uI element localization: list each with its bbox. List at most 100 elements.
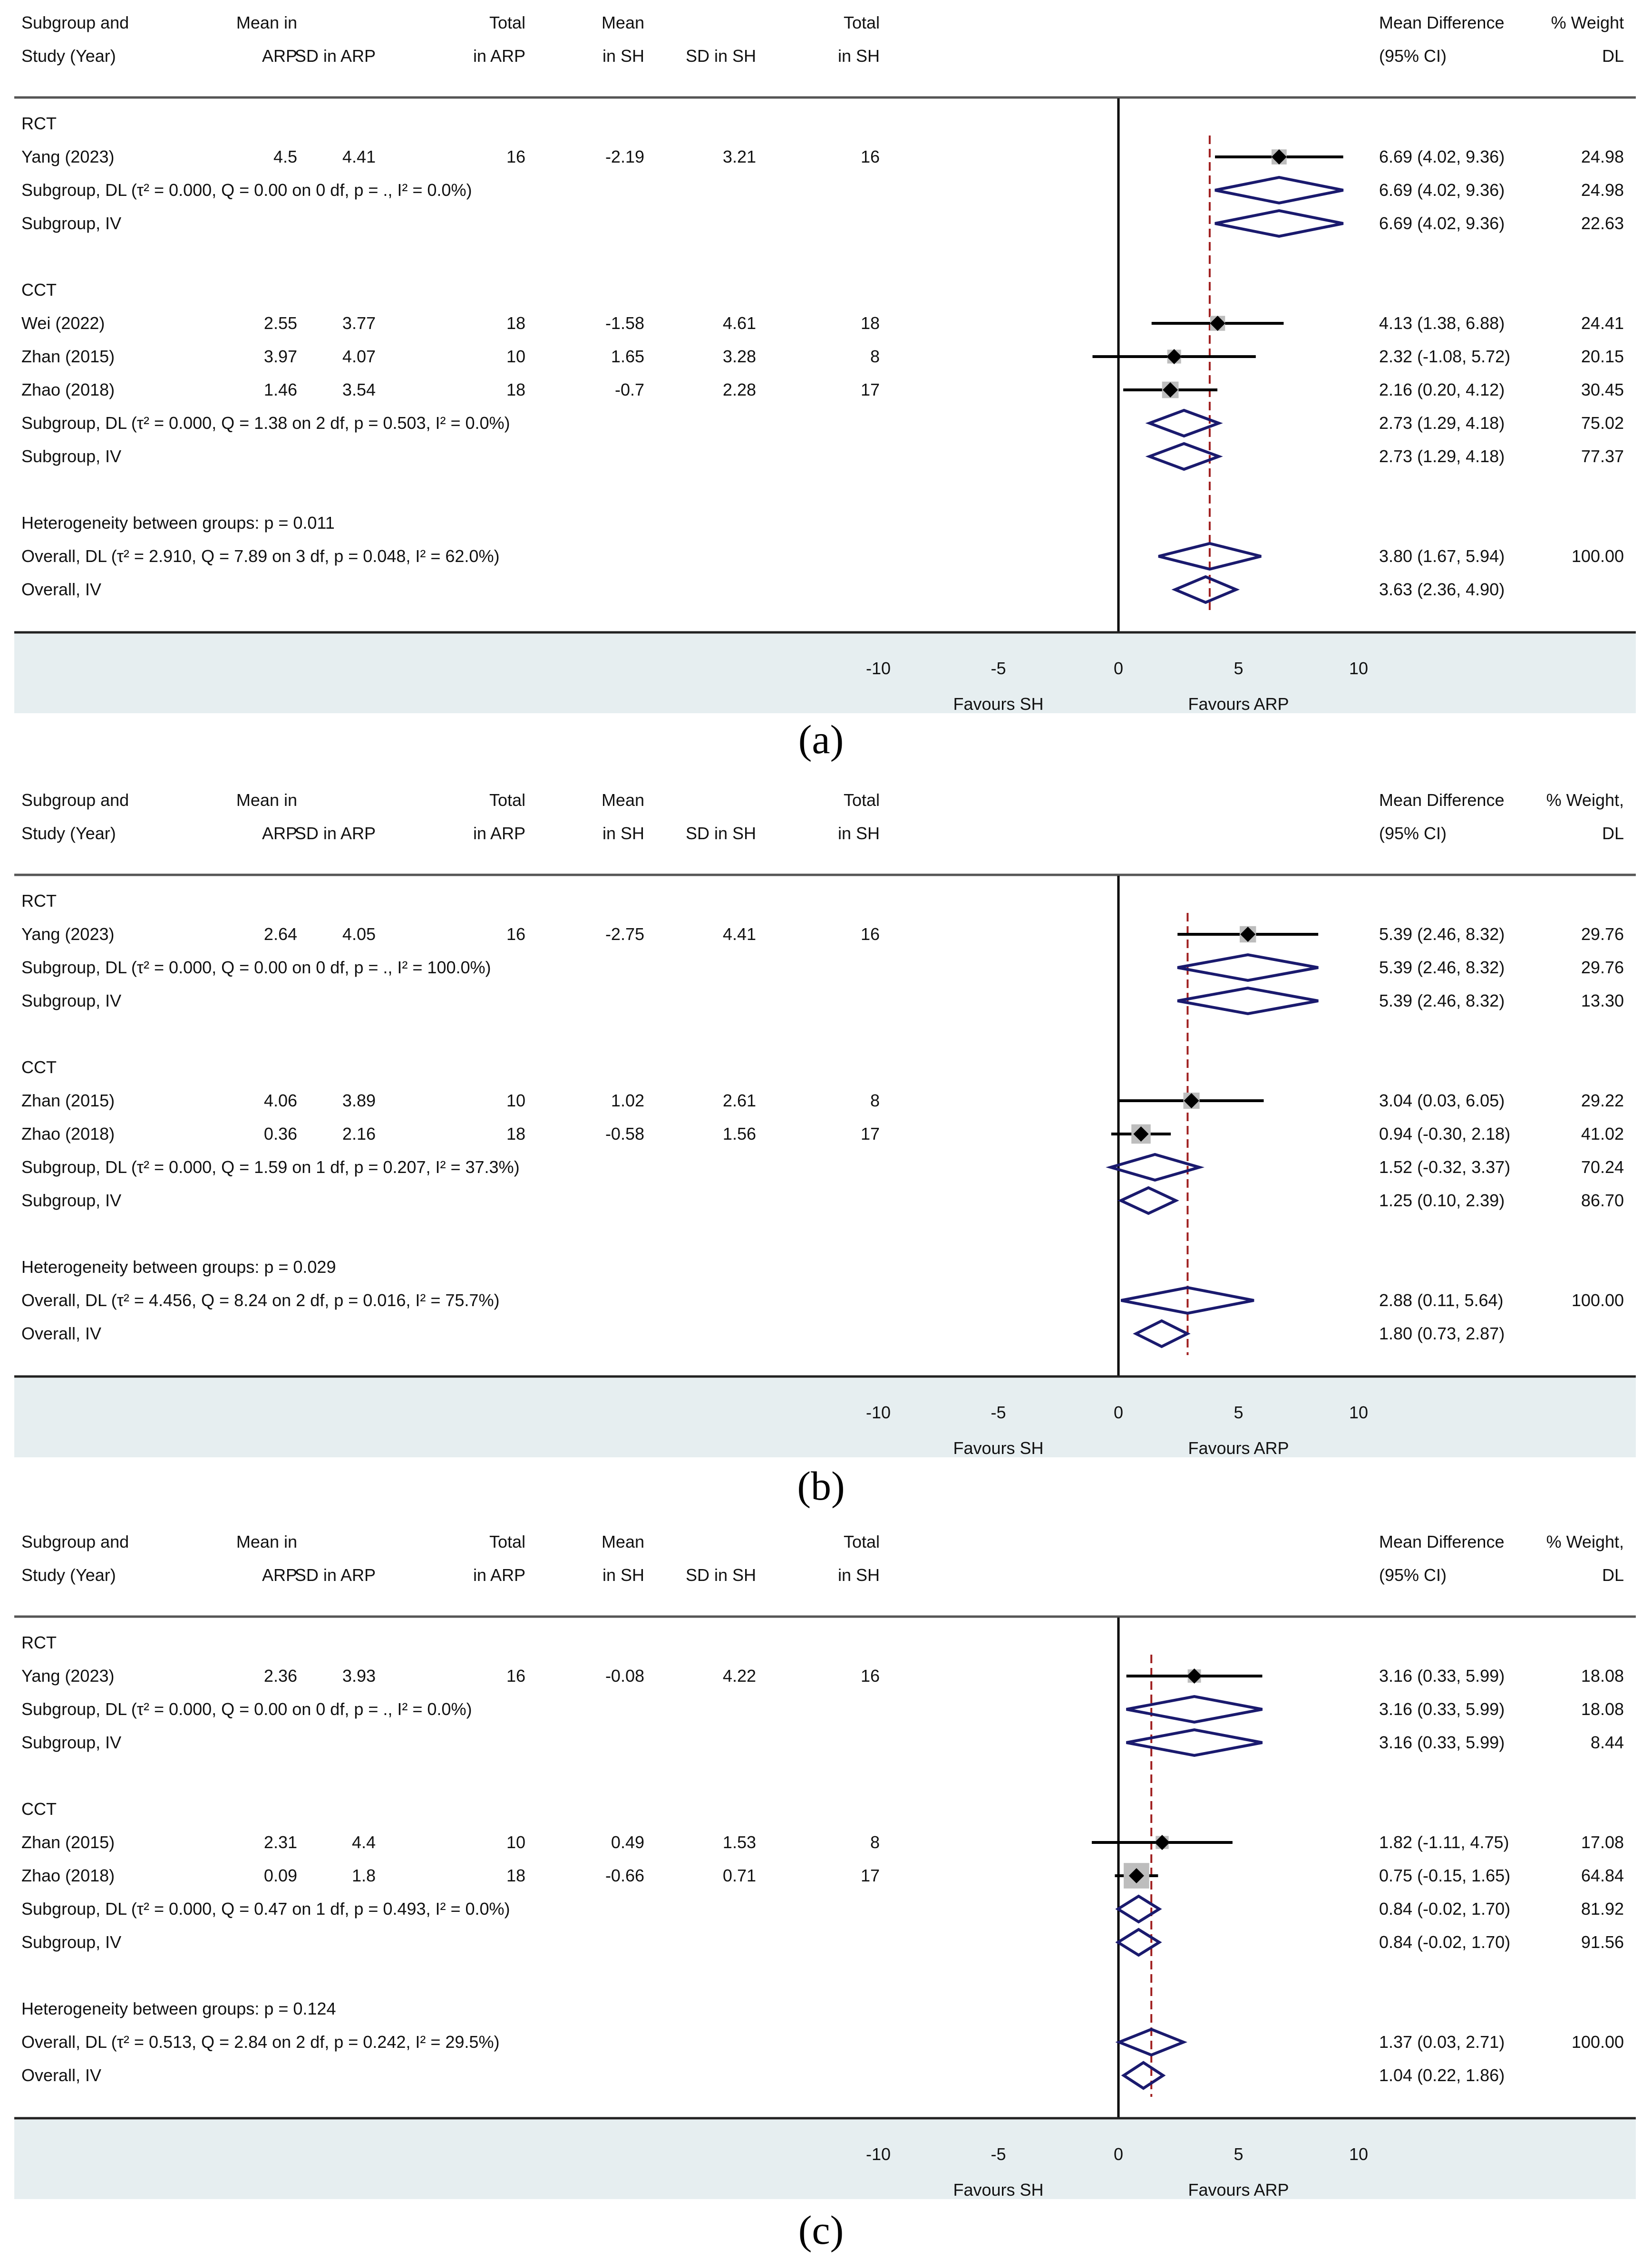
total-sh: 8 bbox=[870, 347, 880, 366]
header-dl: DL bbox=[1602, 1565, 1624, 1585]
pooled-diamond bbox=[1126, 1695, 1263, 1724]
pooled-ci: 0.84 (-0.02, 1.70) bbox=[1379, 1932, 1510, 1952]
sd-sh: 1.56 bbox=[723, 1124, 756, 1144]
subgroup-heading: CCT bbox=[21, 1799, 57, 1819]
x-tick-label: 0 bbox=[1114, 659, 1123, 678]
header-study-year: Study (Year) bbox=[21, 824, 116, 843]
weight-value: 20.15 bbox=[1581, 347, 1624, 366]
mean-sh: -0.66 bbox=[605, 1866, 644, 1885]
study-name: Zhao (2018) bbox=[21, 1866, 115, 1885]
pooled-label: Subgroup, IV bbox=[21, 1733, 121, 1752]
total-arp: 18 bbox=[506, 1866, 525, 1885]
sd-sh: 4.61 bbox=[723, 313, 756, 333]
sd-arp: 3.89 bbox=[342, 1091, 376, 1110]
header-in-arp: in ARP bbox=[473, 46, 525, 66]
sd-sh: 1.53 bbox=[723, 1832, 756, 1852]
sd-arp: 3.54 bbox=[342, 380, 376, 399]
header-sd-in-arp: SD in ARP bbox=[295, 1565, 376, 1585]
header-mean-in: Mean in bbox=[236, 1532, 297, 1551]
header-subgroup: Subgroup and bbox=[21, 790, 129, 810]
pooled-diamond bbox=[1158, 542, 1262, 571]
mean-arp: 0.36 bbox=[264, 1124, 297, 1144]
header-mean-in: Mean in bbox=[236, 790, 297, 810]
header-arp: ARP bbox=[262, 46, 297, 66]
total-sh: 16 bbox=[861, 924, 880, 944]
weight-value: 24.98 bbox=[1581, 147, 1624, 166]
pooled-diamond bbox=[1177, 953, 1319, 982]
pooled-weight: 13.30 bbox=[1581, 991, 1624, 1010]
study-name: Zhan (2015) bbox=[21, 347, 115, 366]
pooled-ci: 6.69 (4.02, 9.36) bbox=[1379, 213, 1505, 233]
x-tick-label: -10 bbox=[866, 659, 891, 678]
pooled-label: Overall, IV bbox=[21, 580, 101, 599]
pooled-weight: 8.44 bbox=[1591, 1733, 1624, 1752]
subgroup-heading: RCT bbox=[21, 1633, 57, 1652]
heterogeneity-text: Heterogeneity between groups: p = 0.029 bbox=[21, 1257, 336, 1277]
pooled-diamond bbox=[1214, 175, 1344, 205]
pooled-label: Overall, DL (τ² = 2.910, Q = 7.89 on 3 d… bbox=[21, 546, 499, 566]
mean-difference-ci: 5.39 (2.46, 8.32) bbox=[1379, 924, 1505, 944]
pooled-weight: 70.24 bbox=[1581, 1157, 1624, 1177]
pooled-label: Subgroup, DL (τ² = 0.000, Q = 1.38 on 2 … bbox=[21, 413, 510, 433]
sd-sh: 2.61 bbox=[723, 1091, 756, 1110]
header-sd-in-arp: SD in ARP bbox=[295, 824, 376, 843]
pooled-ci: 5.39 (2.46, 8.32) bbox=[1379, 991, 1505, 1010]
axis-band bbox=[14, 2120, 1636, 2199]
axis-band bbox=[14, 1378, 1636, 1457]
heterogeneity-text: Heterogeneity between groups: p = 0.011 bbox=[21, 513, 335, 533]
total-arp: 10 bbox=[506, 347, 525, 366]
pooled-label: Overall, DL (τ² = 0.513, Q = 2.84 on 2 d… bbox=[21, 2032, 499, 2052]
header-total: Total bbox=[489, 13, 525, 32]
pooled-diamond bbox=[1117, 1186, 1179, 1215]
total-arp: 16 bbox=[506, 924, 525, 944]
pooled-label: Subgroup, IV bbox=[21, 213, 121, 233]
weight-value: 29.22 bbox=[1581, 1091, 1624, 1110]
header-dl: DL bbox=[1602, 46, 1624, 66]
header-in-sh: in SH bbox=[602, 824, 644, 843]
pooled-diamond bbox=[1115, 2027, 1187, 2057]
subgroup-heading: CCT bbox=[21, 280, 57, 300]
caption-a: (a) bbox=[798, 717, 844, 762]
header-mean-difference: Mean Difference bbox=[1379, 13, 1504, 32]
pooled-ci: 6.69 (4.02, 9.36) bbox=[1379, 180, 1505, 200]
mean-arp: 1.46 bbox=[264, 380, 297, 399]
header-weight: % Weight bbox=[1551, 13, 1624, 32]
pooled-label: Subgroup, DL (τ² = 0.000, Q = 0.00 on 0 … bbox=[21, 958, 491, 977]
subgroup-heading: RCT bbox=[21, 891, 57, 911]
header-mean: Mean bbox=[602, 790, 644, 810]
pooled-weight: 24.98 bbox=[1581, 180, 1624, 200]
x-tick-label: -10 bbox=[866, 1403, 891, 1422]
study-name: Yang (2023) bbox=[21, 147, 114, 166]
x-tick-label: 10 bbox=[1349, 659, 1368, 678]
mean-difference-ci: 0.94 (-0.30, 2.18) bbox=[1379, 1124, 1510, 1144]
pooled-diamond bbox=[1171, 575, 1240, 604]
sd-arp: 1.8 bbox=[352, 1866, 376, 1885]
x-tick-label: 5 bbox=[1234, 659, 1243, 678]
pooled-ci: 2.88 (0.11, 5.64) bbox=[1379, 1290, 1504, 1310]
x-tick-label: 10 bbox=[1349, 2144, 1368, 2164]
heterogeneity-text: Heterogeneity between groups: p = 0.124 bbox=[21, 1999, 336, 2018]
total-sh: 8 bbox=[870, 1832, 880, 1852]
total-arp: 16 bbox=[506, 147, 525, 166]
sd-sh: 0.71 bbox=[723, 1866, 756, 1885]
pooled-diamond bbox=[1120, 1286, 1254, 1315]
favours-sh-label: Favours SH bbox=[953, 694, 1043, 713]
pooled-ci: 1.80 (0.73, 2.87) bbox=[1379, 1324, 1505, 1343]
pooled-diamond bbox=[1145, 442, 1223, 471]
mean-sh: -2.19 bbox=[605, 147, 644, 166]
mean-arp: 0.09 bbox=[264, 1866, 297, 1885]
caption-c: (c) bbox=[798, 2207, 844, 2253]
mean-difference-ci: 1.82 (-1.11, 4.75) bbox=[1379, 1832, 1509, 1852]
study-name: Zhan (2015) bbox=[21, 1091, 115, 1110]
study-name: Yang (2023) bbox=[21, 1666, 114, 1686]
pooled-weight: 22.63 bbox=[1581, 213, 1624, 233]
sd-sh: 2.28 bbox=[723, 380, 756, 399]
total-sh: 17 bbox=[861, 1124, 880, 1144]
pooled-label: Subgroup, DL (τ² = 0.000, Q = 0.00 on 0 … bbox=[21, 180, 472, 200]
favours-sh-label: Favours SH bbox=[953, 1438, 1043, 1457]
pooled-label: Subgroup, IV bbox=[21, 1932, 121, 1952]
weight-value: 18.08 bbox=[1581, 1666, 1624, 1686]
weight-value: 30.45 bbox=[1581, 380, 1624, 399]
study-name: Yang (2023) bbox=[21, 924, 114, 944]
